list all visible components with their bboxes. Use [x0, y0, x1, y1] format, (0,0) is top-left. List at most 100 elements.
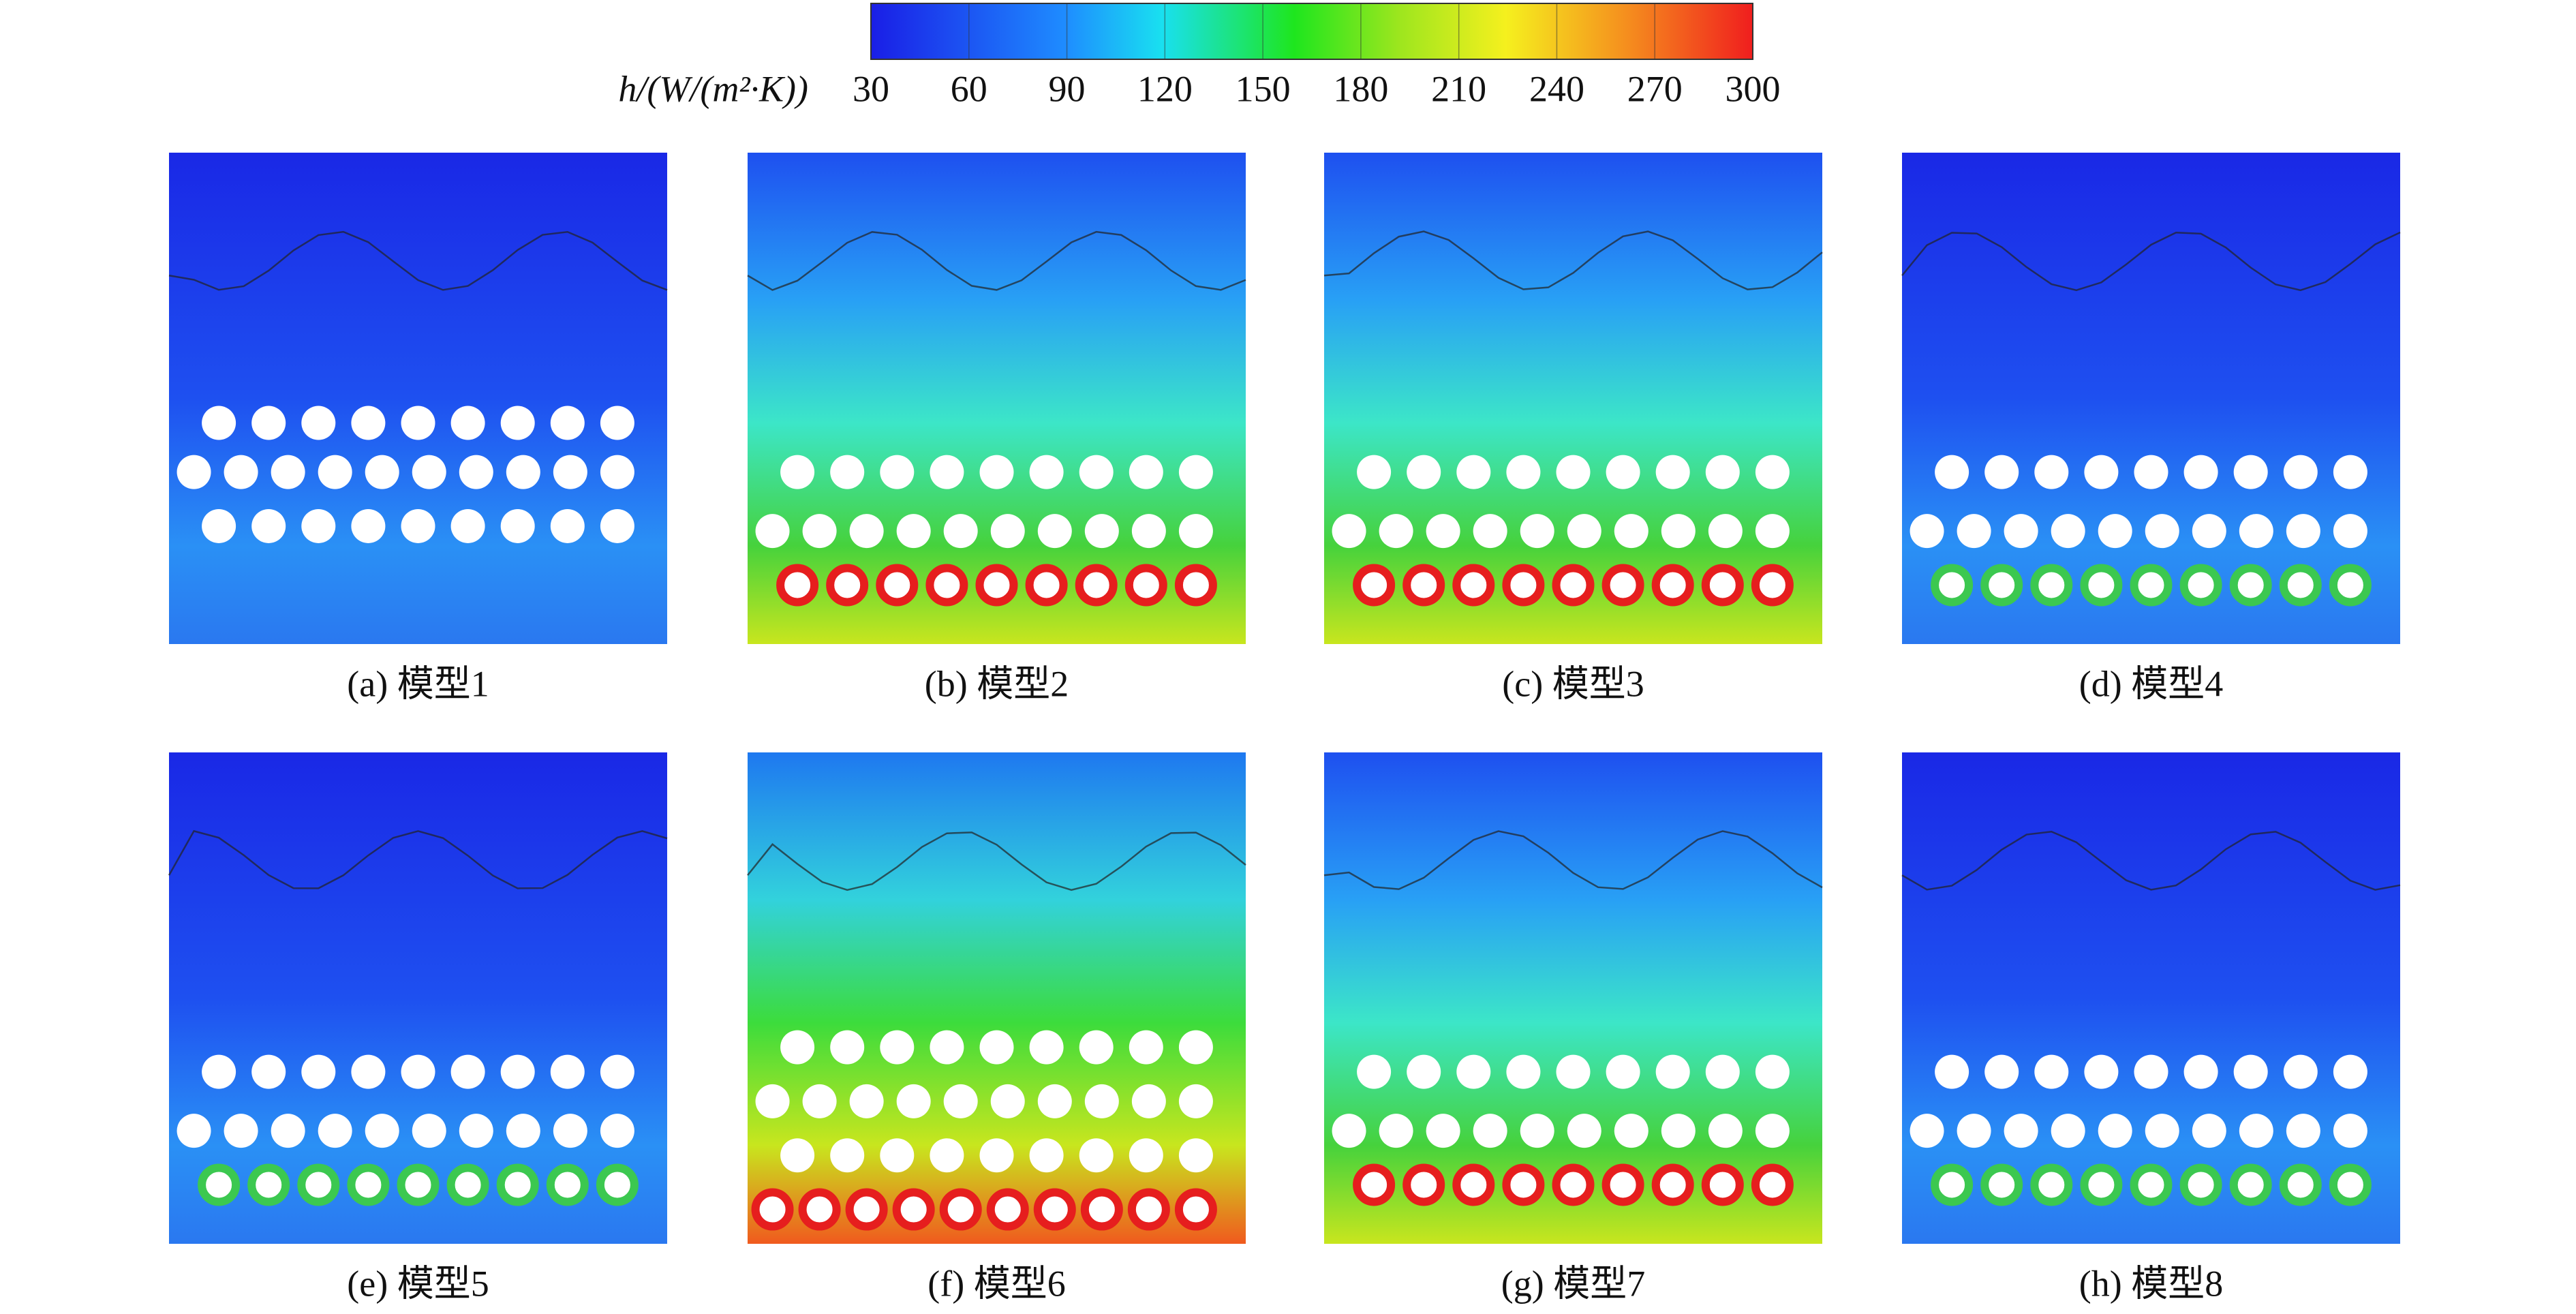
colorbar: [870, 3, 1753, 60]
tube: [2192, 514, 2226, 549]
tube: [224, 455, 258, 489]
tube: [2239, 514, 2273, 549]
contour-panel: [168, 153, 668, 644]
tube: [1178, 1138, 1213, 1173]
contour-line: [747, 831, 1246, 891]
colorbar-tick-label: 60: [951, 68, 987, 109]
tube: [351, 406, 386, 440]
colorbar-tick-label: 150: [1236, 68, 1291, 109]
tube: [876, 564, 919, 607]
tube: [1353, 1163, 1396, 1206]
tube: [755, 514, 790, 549]
colorbar-tick-label: 240: [1529, 68, 1584, 109]
tube: [849, 1084, 884, 1118]
tube: [1456, 455, 1491, 489]
tube: [446, 1163, 489, 1206]
tube: [271, 455, 305, 489]
contour-line: [1901, 830, 2401, 891]
colorbar-tick-label: 300: [1726, 68, 1781, 109]
tube: [1033, 1188, 1076, 1231]
tube: [880, 1030, 915, 1065]
tube: [2192, 1114, 2226, 1148]
tube: [2286, 514, 2320, 549]
tube: [177, 455, 211, 489]
contour-field: [169, 752, 667, 1244]
tube: [1984, 1054, 2019, 1089]
tube: [450, 508, 485, 543]
tube: [1079, 1138, 1114, 1173]
tube: [450, 1054, 485, 1089]
tube: [1174, 1188, 1217, 1231]
tube: [2030, 1163, 2073, 1206]
tube: [202, 1054, 236, 1089]
tube: [1357, 1054, 1392, 1089]
tube: [849, 514, 884, 549]
tube: [1614, 514, 1649, 549]
tube: [1178, 514, 1213, 549]
tube: [826, 564, 869, 607]
contour-panel: [747, 153, 1246, 644]
tube: [802, 514, 837, 549]
tube: [1124, 564, 1167, 607]
tube: [2279, 564, 2322, 607]
tube: [830, 1138, 865, 1173]
tube: [1379, 1114, 1413, 1148]
tube: [1520, 514, 1554, 549]
tube: [1131, 1084, 1166, 1118]
tube: [896, 514, 931, 549]
contour-panel: [1323, 153, 1823, 644]
colorbar-tick-label: 210: [1431, 68, 1486, 109]
tube: [506, 455, 540, 489]
tube: [2080, 1163, 2123, 1206]
tube: [500, 406, 535, 440]
tube: [1980, 564, 2023, 607]
tube: [1402, 1163, 1445, 1206]
tube: [1178, 1030, 1213, 1065]
tube: [1935, 1054, 1969, 1089]
tube: [202, 406, 236, 440]
contour-panel: [1323, 752, 1823, 1244]
tube: [1426, 1114, 1460, 1148]
tube: [1552, 1163, 1595, 1206]
tube: [1661, 514, 1696, 549]
tube: [2333, 1114, 2367, 1148]
tube: [1131, 514, 1166, 549]
tube: [1332, 1114, 1366, 1148]
tube: [1984, 455, 2019, 489]
tube: [1931, 1163, 1974, 1206]
tube: [845, 1188, 888, 1231]
tube: [2004, 514, 2038, 549]
tube: [1957, 1114, 1991, 1148]
tube: [1502, 1163, 1545, 1206]
tube: [1567, 514, 1601, 549]
tube: [802, 1084, 837, 1118]
tube: [500, 1054, 535, 1089]
contour-panel: [168, 752, 668, 1244]
tube: [1567, 1114, 1601, 1148]
tube: [2130, 564, 2173, 607]
tube: [401, 406, 435, 440]
tube: [401, 1054, 435, 1089]
tube: [553, 455, 587, 489]
tube: [2080, 564, 2123, 607]
tube: [986, 1188, 1029, 1231]
tube: [1456, 1054, 1491, 1089]
contour-line: [1901, 231, 2401, 292]
tube: [401, 508, 435, 543]
contour-field: [169, 153, 667, 644]
tube: [550, 406, 585, 440]
tube: [412, 1114, 446, 1148]
tube: [1556, 1054, 1591, 1089]
tube: [1614, 1114, 1649, 1148]
tube: [939, 1188, 982, 1231]
tube: [2051, 514, 2085, 549]
tube: [2283, 455, 2318, 489]
tube: [1080, 1188, 1123, 1231]
tube: [1332, 514, 1366, 549]
tube: [930, 1138, 964, 1173]
tube: [930, 1030, 964, 1065]
tube: [600, 406, 634, 440]
tube: [1606, 1054, 1640, 1089]
tube: [202, 508, 236, 543]
tube: [979, 455, 1014, 489]
